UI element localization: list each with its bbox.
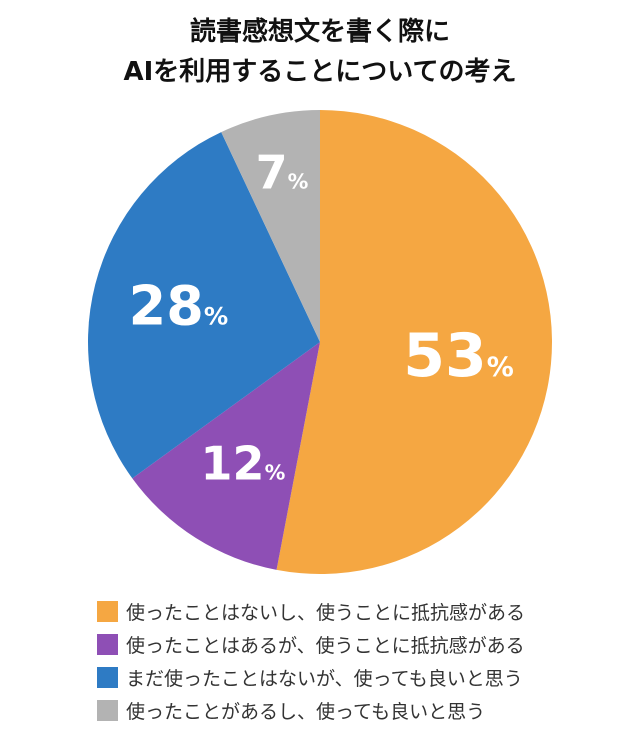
chart-title: 読書感想文を書く際に AIを利用することについての考え	[0, 12, 640, 92]
pie-slice	[132, 342, 320, 570]
legend-label: まだ使ったことはないが、使っても良いと思う	[126, 668, 523, 690]
legend-item: 使ったことはあるが、使うことに抵抗感がある	[97, 628, 525, 661]
legend-label: 使ったことがあるし、使っても良いと思う	[126, 701, 486, 723]
pie-slice	[88, 132, 321, 479]
legend-item: まだ使ったことはないが、使っても良いと思う	[97, 661, 525, 694]
legend-item: 使ったことがあるし、使っても良いと思う	[97, 694, 525, 727]
legend-swatch	[97, 667, 118, 688]
legend-label: 使ったことはないし、使うことに抵抗感がある	[126, 602, 526, 624]
legend: 使ったことはないし、使うことに抵抗感がある 使ったことはあるが、使うことに抵抗感が…	[97, 595, 525, 727]
legend-swatch	[97, 634, 118, 655]
legend-swatch	[97, 700, 118, 721]
pie-slice	[221, 110, 320, 342]
legend-swatch	[97, 601, 118, 622]
legend-label: 使ったことはあるが、使うことに抵抗感がある	[126, 635, 525, 657]
data-label: 12%	[201, 437, 286, 491]
pie-chart: 53%12%28%7%	[88, 110, 552, 574]
legend-item: 使ったことはないし、使うことに抵抗感がある	[97, 595, 525, 628]
chart-title-line-2: AIを利用することについての考え	[123, 57, 517, 87]
chart-title-line-1: 読書感想文を書く際に	[189, 17, 450, 47]
pie-slice	[276, 110, 552, 574]
